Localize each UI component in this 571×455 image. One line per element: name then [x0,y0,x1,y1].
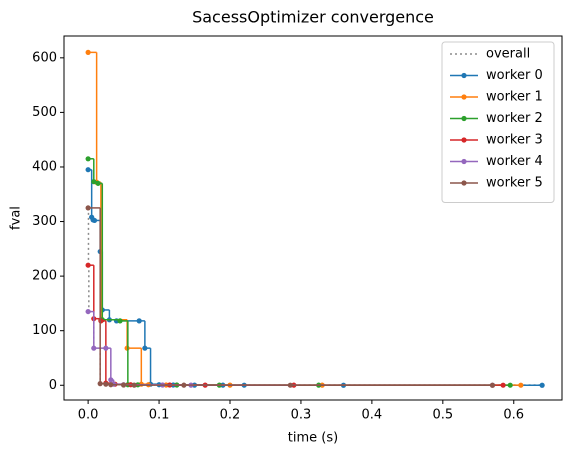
point [518,382,524,388]
y-tick-label: 500 [32,105,57,120]
y-axis-label: fval [9,206,24,230]
point [95,180,101,186]
legend-marker [461,158,467,165]
legend-label: worker 2 [486,111,543,126]
point [539,382,545,388]
series [85,205,496,388]
legend-label: overall [486,47,530,62]
point [103,381,109,387]
point [287,382,293,388]
legend-marker [461,94,467,100]
legend-label: worker 5 [486,176,543,191]
point [97,381,103,387]
point [85,49,91,55]
legend-marker [461,180,467,186]
point [117,318,123,324]
point [131,382,137,388]
point [181,382,187,388]
x-tick-label: 0.0 [78,408,99,423]
legend-box [441,41,555,203]
point [85,262,91,268]
point [108,382,114,388]
point [108,377,114,383]
chart-title: SacessOptimizer convergence [192,8,434,27]
legend-label: worker 4 [486,154,543,169]
x-tick-label: 0.4 [362,408,383,423]
x-tick-label: 0.6 [503,408,524,423]
point [91,345,97,351]
point [91,217,98,224]
point [507,382,513,388]
legend-marker [461,115,467,122]
legend-marker [461,137,467,143]
point [500,382,506,388]
point [85,308,91,315]
legend-label: worker 1 [486,90,543,105]
x-axis-label: time (s) [288,431,338,446]
y-tick-label: 600 [32,50,57,65]
legend-label: worker 0 [486,68,543,83]
legend-marker [461,72,467,79]
x-tick-label: 0.1 [149,408,170,423]
point [142,345,148,351]
plot-area [85,49,545,388]
point [85,205,91,211]
point [91,179,97,185]
x-tick-label: 0.3 [291,408,312,423]
legend-label: worker 3 [486,133,543,148]
y-tick-label: 400 [32,159,57,174]
point [120,382,127,388]
point [103,345,109,351]
point [85,156,91,162]
x-tick-label: 0.5 [432,408,453,423]
point [489,382,496,388]
y-tick-label: 100 [32,323,57,338]
y-tick-label: 300 [32,214,57,229]
point [85,167,91,173]
y-tick-label: 0 [49,378,57,393]
point [136,318,142,324]
y-tick-label: 200 [32,269,57,284]
axes-frame [63,35,563,401]
x-tick-label: 0.2 [220,408,241,423]
